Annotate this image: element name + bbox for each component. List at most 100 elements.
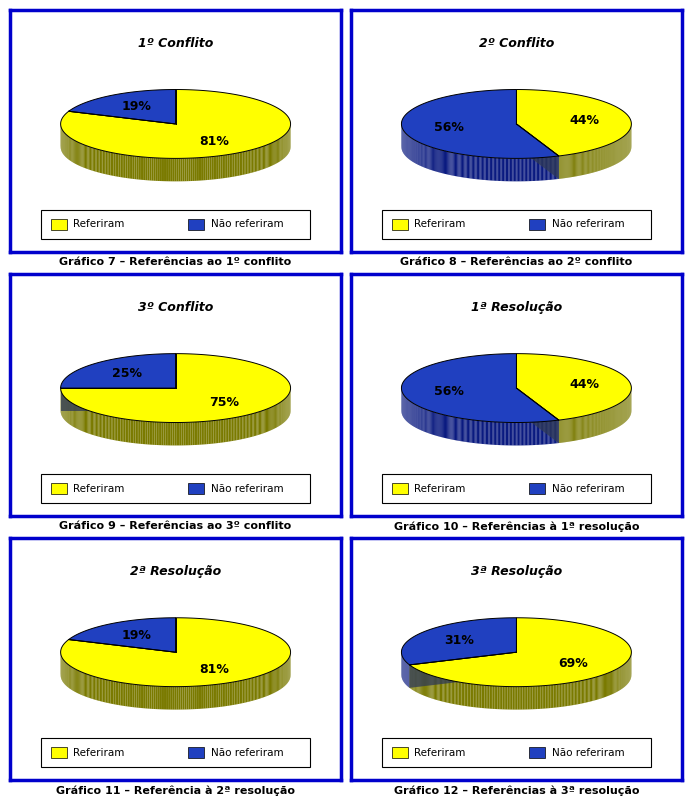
- Polygon shape: [578, 417, 579, 440]
- Polygon shape: [275, 140, 276, 164]
- Polygon shape: [232, 418, 233, 441]
- Polygon shape: [249, 678, 251, 702]
- Polygon shape: [594, 677, 596, 700]
- Polygon shape: [429, 674, 430, 698]
- Polygon shape: [228, 683, 229, 706]
- Polygon shape: [619, 667, 620, 691]
- Polygon shape: [176, 158, 179, 181]
- Polygon shape: [462, 419, 463, 442]
- Polygon shape: [253, 149, 255, 172]
- Polygon shape: [527, 158, 529, 181]
- Polygon shape: [549, 685, 550, 708]
- Polygon shape: [252, 149, 253, 172]
- Polygon shape: [614, 670, 615, 693]
- Polygon shape: [77, 142, 78, 165]
- Polygon shape: [94, 676, 95, 700]
- Polygon shape: [224, 419, 225, 443]
- Polygon shape: [495, 422, 496, 445]
- Polygon shape: [112, 681, 113, 704]
- Polygon shape: [594, 149, 595, 172]
- Polygon shape: [61, 618, 291, 687]
- Polygon shape: [147, 422, 149, 444]
- Polygon shape: [140, 685, 142, 708]
- Polygon shape: [244, 679, 246, 703]
- Polygon shape: [114, 417, 116, 440]
- Polygon shape: [245, 415, 247, 439]
- Polygon shape: [444, 678, 445, 702]
- Polygon shape: [431, 147, 432, 170]
- Polygon shape: [516, 124, 558, 179]
- Polygon shape: [109, 416, 110, 439]
- Polygon shape: [139, 421, 140, 444]
- Polygon shape: [563, 419, 565, 443]
- Polygon shape: [532, 687, 534, 709]
- Text: 69%: 69%: [558, 658, 588, 670]
- Polygon shape: [257, 676, 259, 699]
- Polygon shape: [208, 157, 210, 180]
- Polygon shape: [84, 144, 85, 168]
- Polygon shape: [563, 683, 565, 707]
- Polygon shape: [428, 411, 429, 434]
- Polygon shape: [529, 687, 531, 710]
- Polygon shape: [235, 417, 237, 440]
- Polygon shape: [452, 681, 453, 704]
- Polygon shape: [536, 422, 538, 445]
- Polygon shape: [165, 423, 167, 445]
- Polygon shape: [275, 669, 276, 692]
- Polygon shape: [97, 149, 98, 172]
- Text: 56%: 56%: [434, 386, 464, 399]
- Polygon shape: [266, 409, 267, 432]
- Polygon shape: [504, 687, 506, 710]
- Polygon shape: [87, 410, 89, 433]
- Polygon shape: [132, 420, 134, 444]
- Polygon shape: [461, 418, 462, 441]
- Polygon shape: [95, 677, 97, 700]
- Polygon shape: [443, 151, 444, 174]
- Polygon shape: [542, 157, 543, 180]
- Polygon shape: [264, 674, 265, 697]
- Polygon shape: [129, 419, 130, 443]
- Polygon shape: [109, 680, 111, 703]
- Polygon shape: [551, 156, 552, 180]
- Polygon shape: [69, 666, 70, 689]
- Polygon shape: [224, 683, 226, 707]
- Polygon shape: [446, 679, 448, 703]
- Polygon shape: [196, 422, 198, 445]
- Polygon shape: [112, 152, 113, 176]
- Polygon shape: [472, 156, 473, 179]
- Bar: [188, 747, 204, 759]
- Polygon shape: [525, 423, 526, 445]
- Polygon shape: [589, 151, 590, 174]
- Polygon shape: [61, 354, 176, 388]
- Polygon shape: [568, 155, 570, 177]
- Polygon shape: [500, 158, 502, 181]
- Text: Gráfico 8 – Referências ao 2º conflito: Gráfico 8 – Referências ao 2º conflito: [400, 257, 632, 267]
- Polygon shape: [219, 156, 221, 179]
- Polygon shape: [469, 419, 471, 443]
- Polygon shape: [253, 677, 255, 701]
- Polygon shape: [264, 145, 265, 169]
- Polygon shape: [567, 683, 569, 706]
- Polygon shape: [279, 139, 280, 162]
- Polygon shape: [266, 673, 268, 696]
- Polygon shape: [84, 673, 85, 696]
- Polygon shape: [502, 422, 503, 445]
- Polygon shape: [457, 682, 459, 705]
- Polygon shape: [93, 676, 94, 699]
- Polygon shape: [198, 686, 200, 709]
- Polygon shape: [155, 158, 157, 181]
- Polygon shape: [163, 687, 165, 710]
- Polygon shape: [579, 152, 581, 176]
- Polygon shape: [152, 686, 154, 709]
- Polygon shape: [230, 418, 232, 441]
- Polygon shape: [572, 418, 573, 441]
- Polygon shape: [527, 423, 529, 445]
- Polygon shape: [500, 422, 502, 445]
- Polygon shape: [561, 419, 562, 443]
- Polygon shape: [211, 156, 213, 180]
- Polygon shape: [601, 675, 602, 699]
- Polygon shape: [469, 156, 471, 179]
- Polygon shape: [539, 422, 540, 445]
- Polygon shape: [282, 665, 283, 688]
- Polygon shape: [569, 683, 570, 706]
